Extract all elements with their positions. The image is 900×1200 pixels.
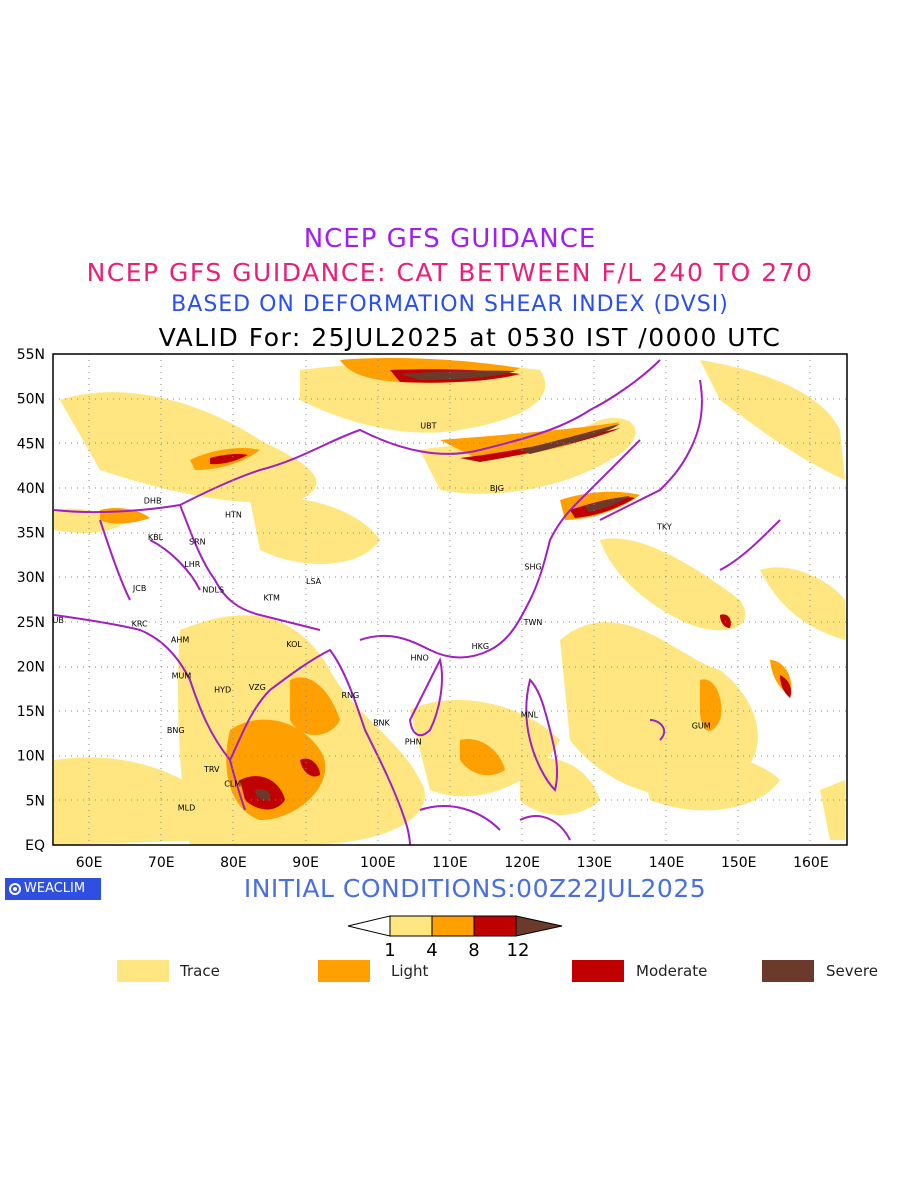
longitude-label: 60E bbox=[76, 855, 103, 871]
latitude-label: 40N bbox=[17, 481, 45, 497]
subtitle-cat: NCEP GFS GUIDANCE: CAT BETWEEN F/L 240 T… bbox=[86, 258, 814, 287]
station-label: VZG bbox=[249, 683, 266, 692]
station-label: CLM bbox=[224, 779, 241, 788]
station-label: MLD bbox=[178, 804, 196, 813]
station-label: BNK bbox=[373, 719, 390, 728]
colorbar-tick: 8 bbox=[468, 940, 479, 958]
severe-shading bbox=[255, 370, 630, 801]
colorbar-low-arrow bbox=[347, 915, 391, 937]
weaclim-logo: WEACLIM bbox=[5, 878, 101, 900]
longitude-label: 150E bbox=[721, 855, 757, 871]
map-frame bbox=[52, 353, 848, 846]
logo-icon bbox=[9, 883, 21, 895]
station-label: HYD bbox=[214, 686, 231, 695]
main-title: NCEP GFS GUIDANCE bbox=[303, 224, 597, 254]
graticule bbox=[53, 354, 847, 845]
legend-label-light: Light bbox=[391, 962, 429, 980]
station-label: KBL bbox=[148, 533, 164, 542]
station-label: UBT bbox=[420, 421, 436, 430]
colorbar-tick: 4 bbox=[426, 940, 437, 958]
legend-swatch-trace bbox=[117, 960, 169, 982]
colorbar-moderate bbox=[473, 915, 517, 937]
valid-time: VALID For: 25JUL2025 at 0530 IST /0000 U… bbox=[158, 323, 782, 352]
station-label: HNO bbox=[411, 654, 429, 663]
longitude-label: 120E bbox=[504, 855, 540, 871]
longitude-labels: 60E 70E 80E 90E 100E 110E 120E 130E 140E 150E 160E bbox=[76, 855, 829, 871]
legend-label-trace: Trace bbox=[180, 962, 220, 980]
latitude-label: 10N bbox=[17, 749, 45, 765]
station-label: DUB bbox=[46, 616, 64, 625]
latitude-label: 50N bbox=[17, 392, 45, 408]
station-label: HKG bbox=[472, 642, 489, 651]
station-label: TWN bbox=[523, 618, 543, 627]
station-label: LHR bbox=[184, 560, 200, 569]
station-label: LSA bbox=[306, 577, 322, 586]
latitude-label: 25N bbox=[17, 615, 45, 631]
station-label: BJG bbox=[490, 484, 504, 493]
station-label: KTM bbox=[263, 594, 280, 603]
latitude-label: 5N bbox=[26, 793, 45, 809]
longitude-label: 140E bbox=[649, 855, 685, 871]
station-label: SRN bbox=[189, 537, 206, 546]
legend-label-moderate: Moderate bbox=[636, 962, 708, 980]
subtitle-index: BASED ON DEFORMATION SHEAR INDEX (DVSI) bbox=[171, 292, 729, 317]
latitude-label: 30N bbox=[17, 570, 45, 586]
station-label: GUM bbox=[692, 721, 711, 730]
latitude-label: 55N bbox=[17, 347, 45, 363]
station-label: MNL bbox=[521, 711, 539, 720]
station-label: PHN bbox=[405, 737, 422, 746]
latitude-label: 15N bbox=[17, 704, 45, 720]
boundary-lines bbox=[53, 359, 781, 845]
logo-text: WEACLIM bbox=[24, 881, 86, 896]
station-label: DHB bbox=[144, 496, 162, 505]
longitude-label: 90E bbox=[292, 855, 319, 871]
cat-field-layer: UBT BJG DHB HTN KBL SRN LHR NDLS KTM LSA JCB KRC AHM… bbox=[46, 354, 847, 845]
latitude-label: 35N bbox=[17, 526, 45, 542]
station-label: SHG bbox=[524, 562, 541, 571]
longitude-label: 80E bbox=[220, 855, 247, 871]
longitude-label: 160E bbox=[793, 855, 829, 871]
colorbar-tick: 1 bbox=[384, 940, 395, 958]
longitude-label: 70E bbox=[148, 855, 175, 871]
colorbar-severe-arrow bbox=[515, 915, 563, 937]
latitude-label: 45N bbox=[17, 436, 45, 452]
longitude-label: 130E bbox=[577, 855, 613, 871]
longitude-label: 110E bbox=[432, 855, 468, 871]
colorbar: 1 4 8 12 bbox=[347, 915, 563, 958]
station-label: KOL bbox=[286, 640, 302, 649]
station-labels: UBT BJG DHB HTN KBL SRN LHR NDLS KTM LSA JCB KRC AHM… bbox=[46, 421, 711, 813]
station-label: TKY bbox=[656, 522, 672, 531]
station-label: KRC bbox=[132, 620, 148, 629]
colorbar-light bbox=[431, 915, 475, 937]
latitude-label: EQ bbox=[25, 838, 45, 854]
longitude-label: 100E bbox=[360, 855, 396, 871]
turbulence-map: UBT BJG DHB HTN KBL SRN LHR NDLS KTM LSA JCB KRC AHM… bbox=[17, 347, 848, 871]
legend-swatch-severe bbox=[762, 960, 814, 982]
legend-swatch-moderate bbox=[572, 960, 624, 982]
latitude-labels: 55N 50N 45N 40N 35N 30N 25N 20N 15N 10N 5N EQ bbox=[17, 347, 45, 854]
station-label: BNG bbox=[167, 726, 185, 735]
colorbar-trace bbox=[389, 915, 433, 937]
station-label: AHM bbox=[171, 636, 189, 645]
legend-swatch-light bbox=[318, 960, 370, 982]
latitude-label: 20N bbox=[17, 659, 45, 675]
colorbar-tick: 12 bbox=[507, 940, 530, 958]
legend-label-severe: Severe bbox=[826, 962, 878, 980]
initial-conditions: INITIAL CONDITIONS:00Z22JUL2025 bbox=[243, 874, 707, 903]
station-label: HTN bbox=[225, 511, 242, 520]
station-label: MUM bbox=[172, 671, 192, 680]
station-label: TRV bbox=[203, 765, 220, 774]
station-label: RNG bbox=[342, 691, 360, 700]
station-label: JCB bbox=[132, 584, 146, 593]
station-label: NDLS bbox=[202, 586, 224, 595]
